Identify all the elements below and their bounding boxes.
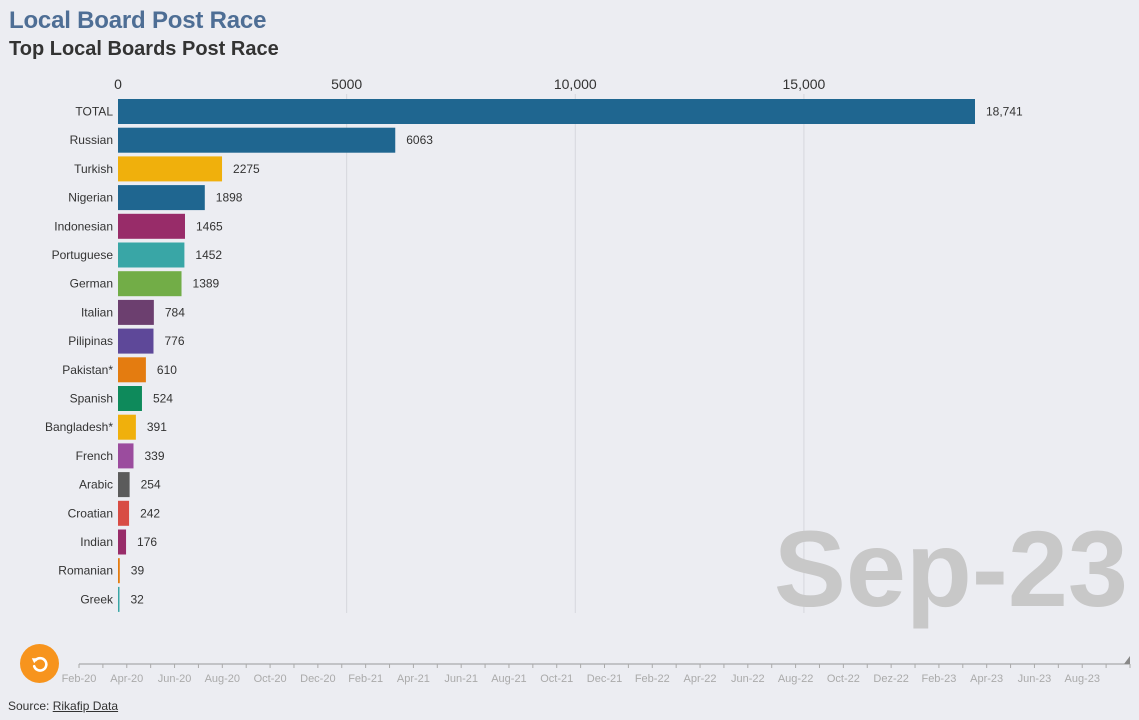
category-label: Spanish bbox=[70, 392, 113, 406]
timeline-handle bbox=[1124, 656, 1130, 664]
category-label: Italian bbox=[81, 305, 113, 319]
timeline-slider[interactable]: Feb-20 Apr-20 Jun-20 Aug-20 Oct-20 Dec-20 Feb-… bbox=[0, 650, 1139, 695]
value-label: 610 bbox=[157, 363, 177, 377]
timeline-label: Apr-20 bbox=[110, 673, 143, 685]
timeline-label: Aug-22 bbox=[778, 673, 813, 685]
category-label: Pakistan* bbox=[62, 363, 113, 377]
timeline-label: Dec-20 bbox=[300, 673, 335, 685]
bar bbox=[118, 357, 146, 383]
timeline-label: Feb-20 bbox=[62, 673, 97, 685]
value-label: 242 bbox=[140, 506, 160, 520]
bar bbox=[118, 529, 127, 555]
period-watermark: Sep-23 bbox=[774, 508, 1128, 629]
bar bbox=[118, 443, 134, 469]
timeline-label: Aug-23 bbox=[1064, 673, 1099, 685]
value-label: 1465 bbox=[196, 219, 223, 233]
category-label: Greek bbox=[80, 592, 114, 606]
category-label: Arabic bbox=[79, 478, 113, 492]
bar bbox=[118, 500, 130, 526]
category-label: French bbox=[76, 449, 113, 463]
replay-icon bbox=[31, 656, 48, 672]
category-label: Indian bbox=[80, 535, 113, 549]
value-label: 784 bbox=[165, 305, 185, 319]
bar bbox=[118, 386, 142, 411]
bar bbox=[118, 99, 975, 124]
timeline-label: Dez-22 bbox=[873, 673, 908, 685]
value-label: 1389 bbox=[193, 277, 220, 291]
value-label: 339 bbox=[145, 449, 165, 463]
timeline-label: Apr-23 bbox=[970, 673, 1003, 685]
timeline-label: Aug-21 bbox=[491, 673, 526, 685]
value-label: 18,741 bbox=[986, 105, 1023, 119]
timeline-label: Feb-21 bbox=[348, 673, 383, 685]
value-label: 254 bbox=[141, 478, 161, 492]
timeline-label: Jun-23 bbox=[1018, 673, 1052, 685]
timeline-label: Oct-21 bbox=[540, 673, 573, 685]
category-label: TOTAL bbox=[75, 105, 113, 119]
bar bbox=[118, 414, 136, 440]
chart-subtitle: Top Local Boards Post Race bbox=[9, 38, 279, 60]
replay-button[interactable] bbox=[20, 644, 59, 683]
bar bbox=[118, 242, 185, 268]
timeline-label: Jun-21 bbox=[444, 673, 478, 685]
timeline-label: Oct-22 bbox=[827, 673, 860, 685]
value-label: 391 bbox=[147, 420, 167, 434]
category-label: Bangladesh* bbox=[45, 420, 113, 434]
bar bbox=[118, 472, 130, 498]
bar bbox=[118, 185, 205, 211]
timeline-label: Jun-22 bbox=[731, 673, 765, 685]
value-label: 776 bbox=[164, 334, 184, 348]
category-label: German bbox=[70, 277, 113, 291]
timeline-label: Feb-22 bbox=[635, 673, 670, 685]
value-label: 2275 bbox=[233, 162, 260, 176]
timeline-label: Oct-20 bbox=[254, 673, 287, 685]
bar bbox=[118, 558, 120, 584]
bar bbox=[118, 328, 154, 354]
bar bbox=[118, 213, 185, 239]
timeline-label: Apr-21 bbox=[397, 673, 430, 685]
category-label: Pilipinas bbox=[68, 334, 113, 348]
bar bbox=[118, 156, 223, 182]
category-label: Turkish bbox=[74, 162, 113, 176]
value-label: 176 bbox=[137, 535, 157, 549]
source-prefix: Source: bbox=[8, 699, 53, 713]
value-label: 524 bbox=[153, 392, 173, 406]
category-label: Nigerian bbox=[68, 191, 113, 205]
timeline-label: Dec-21 bbox=[587, 673, 622, 685]
category-label: Indonesian bbox=[54, 219, 113, 233]
category-label: Russian bbox=[70, 133, 113, 147]
value-label: 32 bbox=[131, 592, 145, 606]
x-tick-label: 15,000 bbox=[783, 76, 826, 92]
value-label: 39 bbox=[131, 564, 145, 578]
x-tick-label: 5000 bbox=[331, 76, 362, 92]
chart-title: Local Board Post Race bbox=[9, 7, 267, 34]
value-label: 1452 bbox=[195, 248, 222, 262]
value-label: 1898 bbox=[216, 191, 243, 205]
category-label: Croatian bbox=[68, 506, 113, 520]
bar bbox=[118, 271, 182, 297]
bar bbox=[118, 299, 154, 325]
source-note: Source: Rikafip Data bbox=[8, 699, 118, 713]
timeline-label: Jun-20 bbox=[158, 673, 192, 685]
timeline-label: Aug-20 bbox=[205, 673, 240, 685]
x-tick-label: 10,000 bbox=[554, 76, 597, 92]
timeline-label: Apr-22 bbox=[684, 673, 717, 685]
value-label: 6063 bbox=[406, 133, 433, 147]
category-label: Portuguese bbox=[52, 248, 114, 262]
bar-chart: 0 5000 10,000 15,000 Sep-23 TOTAL 18,741 Russia… bbox=[45, 76, 1128, 629]
source-link[interactable]: Rikafip Data bbox=[52, 699, 119, 713]
bar bbox=[118, 586, 120, 612]
timeline-label: Feb-23 bbox=[921, 673, 956, 685]
bar bbox=[118, 127, 396, 153]
category-label: Romanian bbox=[58, 564, 113, 578]
x-tick-label: 0 bbox=[114, 76, 122, 92]
